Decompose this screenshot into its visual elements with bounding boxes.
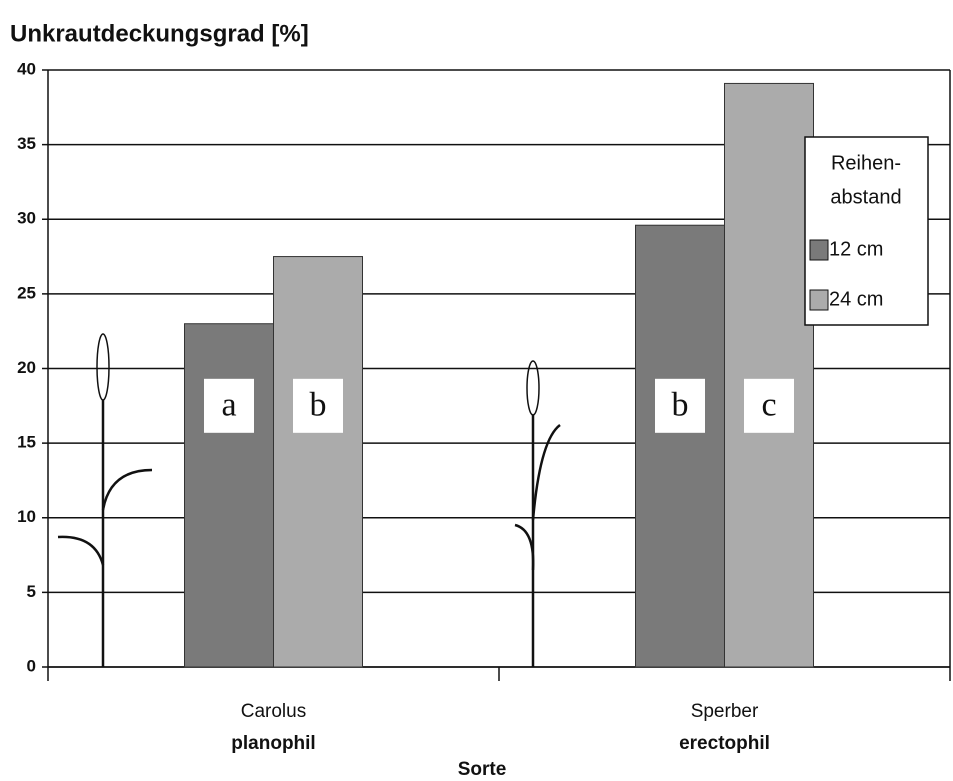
x-tick-label: Carolus (241, 701, 306, 722)
significance-box (655, 378, 705, 433)
y-tick-label: 30 (17, 209, 36, 228)
bar (635, 224, 725, 668)
significance-label: a (221, 387, 236, 424)
x-tick-sublabel: erectophil (679, 733, 770, 754)
legend-swatch (809, 289, 829, 311)
plant-illustration (57, 333, 561, 667)
x-tick-label: Sperber (691, 701, 759, 722)
legend-label: 24 cm (829, 288, 883, 310)
y-tick-label: 40 (17, 59, 36, 78)
bar (184, 323, 274, 668)
x-axis-label: Sorte (458, 759, 507, 780)
x-tick-sublabel: planophil (231, 733, 315, 754)
significance-box (293, 378, 343, 433)
bar (273, 256, 363, 668)
legend-title: abstand (830, 186, 901, 208)
y-tick-label: 25 (17, 283, 36, 302)
legend-swatch (809, 239, 829, 261)
significance-box (204, 378, 254, 433)
legend-label: 12 cm (829, 238, 883, 260)
significance-label: b (672, 387, 689, 424)
y-tick-label: 20 (17, 358, 36, 377)
bar (724, 82, 814, 668)
y-tick-label: 5 (27, 582, 36, 601)
y-tick-label: 35 (17, 134, 36, 153)
significance-label: c (761, 387, 776, 424)
y-tick-label: 0 (27, 656, 36, 675)
chart-title: Unkrautdeckungsgrad [%] (10, 20, 309, 47)
y-tick-label: 15 (17, 433, 36, 452)
legend-title: Reihen- (831, 152, 901, 174)
y-tick-label: 10 (17, 507, 36, 526)
significance-label: b (310, 387, 327, 424)
significance-box (744, 378, 794, 433)
